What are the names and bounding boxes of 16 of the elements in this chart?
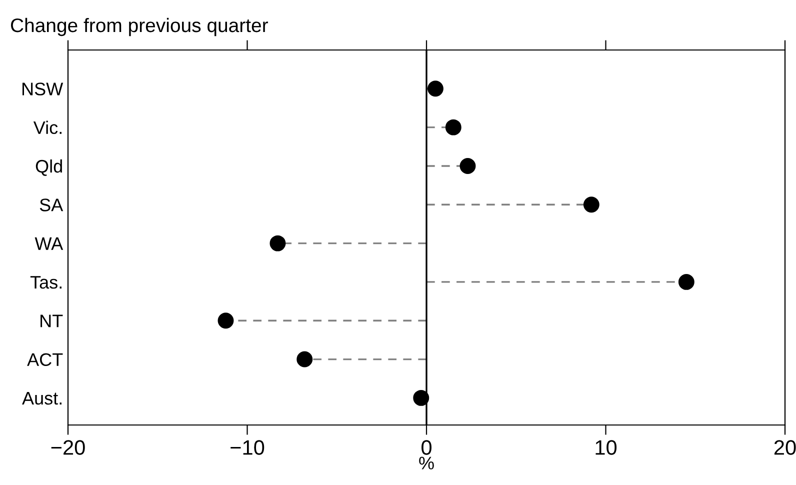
- x-tick-label: 0: [422, 440, 432, 455]
- chart-title: Change from previous quarter: [10, 18, 268, 36]
- y-tick-label: ACT: [27, 353, 63, 366]
- y-tick-label: Aust.: [22, 392, 62, 405]
- x-tick-label: 10: [596, 440, 617, 455]
- x-tick-label: −20: [51, 440, 85, 455]
- x-tick-label: 20: [774, 440, 796, 455]
- y-tick-label: WA: [34, 237, 64, 250]
- x-axis-title: %: [419, 456, 434, 470]
- x-tick-label: −10: [230, 440, 264, 455]
- y-tick-label: Qld: [36, 159, 62, 176]
- y-tick-label: SA: [40, 198, 64, 212]
- y-tick-label: NT: [40, 314, 63, 328]
- y-tick-label: Tas.: [30, 276, 62, 289]
- y-tick-label: Vic.: [33, 120, 62, 134]
- y-tick-label: NSW: [22, 82, 64, 96]
